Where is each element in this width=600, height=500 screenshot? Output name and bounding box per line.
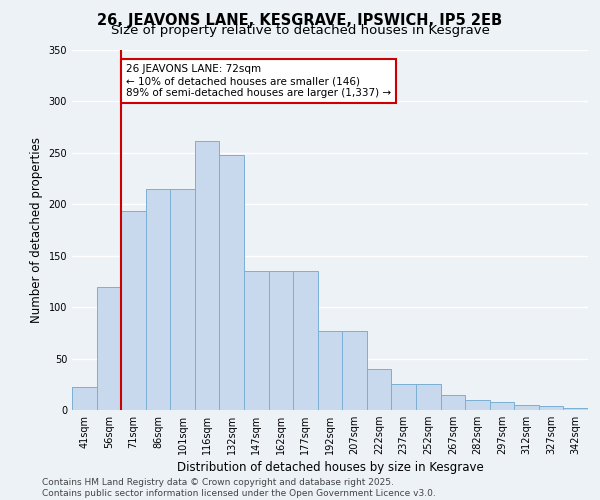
Bar <box>121 212 146 410</box>
Text: 26, JEAVONS LANE, KESGRAVE, IPSWICH, IP5 2EB: 26, JEAVONS LANE, KESGRAVE, IPSWICH, IP5… <box>97 12 503 28</box>
Bar <box>416 384 440 410</box>
Bar <box>563 408 588 410</box>
Bar <box>514 405 539 410</box>
Bar <box>342 331 367 410</box>
Text: Contains HM Land Registry data © Crown copyright and database right 2025.
Contai: Contains HM Land Registry data © Crown c… <box>42 478 436 498</box>
Y-axis label: Number of detached properties: Number of detached properties <box>30 137 43 323</box>
Bar <box>146 189 170 410</box>
Bar <box>318 331 342 410</box>
Bar <box>170 189 195 410</box>
Text: Size of property relative to detached houses in Kesgrave: Size of property relative to detached ho… <box>110 24 490 37</box>
Bar <box>269 271 293 410</box>
Bar <box>490 402 514 410</box>
Bar <box>244 271 269 410</box>
Bar <box>539 406 563 410</box>
Bar <box>195 140 220 410</box>
Bar <box>293 271 318 410</box>
Bar <box>367 369 391 410</box>
Bar <box>440 394 465 410</box>
Bar <box>97 286 121 410</box>
Bar <box>391 384 416 410</box>
Bar <box>465 400 490 410</box>
Bar <box>72 388 97 410</box>
Text: 26 JEAVONS LANE: 72sqm
← 10% of detached houses are smaller (146)
89% of semi-de: 26 JEAVONS LANE: 72sqm ← 10% of detached… <box>126 64 391 98</box>
X-axis label: Distribution of detached houses by size in Kesgrave: Distribution of detached houses by size … <box>176 462 484 474</box>
Bar <box>220 155 244 410</box>
